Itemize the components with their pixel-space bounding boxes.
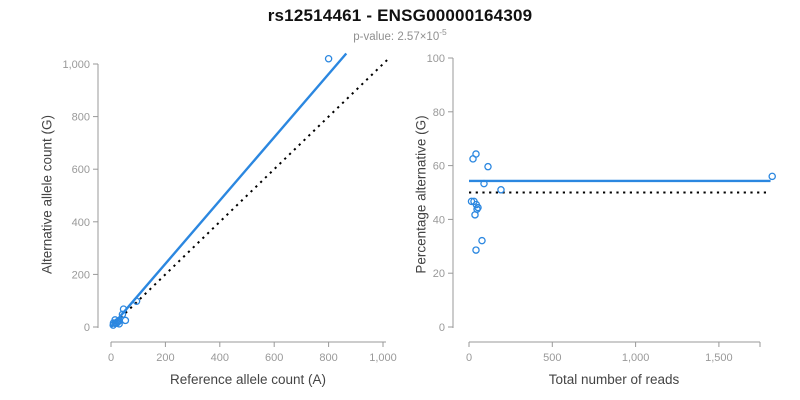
left-x-tick-label: 600 xyxy=(265,352,283,364)
pvalue-label: p-value: 2.57×10 xyxy=(353,30,440,43)
right-y-tick-label: 60 xyxy=(433,161,445,173)
left-x-tick-label: 200 xyxy=(156,352,174,364)
left-y-tick-label: 1,000 xyxy=(62,59,90,71)
pvalue-exponent: -5 xyxy=(439,27,447,37)
left-x-tick-label: 1,000 xyxy=(369,352,397,364)
page-title: rs12514461 - ENSG00000164309 xyxy=(267,6,533,25)
right-data-point xyxy=(497,186,505,194)
left-data-point xyxy=(119,305,128,313)
left-y-axis-title: Alternative allele count (G) xyxy=(39,114,55,275)
left-y-tick-label: 800 xyxy=(72,112,90,124)
left-y-tick-label: 200 xyxy=(72,269,90,281)
left-identity-line xyxy=(110,59,388,328)
right-x-tick-label: 1,000 xyxy=(622,352,650,364)
right-x-axis-title: Total number of reads xyxy=(548,372,680,387)
right-data-point xyxy=(768,172,776,181)
right-data-point xyxy=(484,162,492,171)
right-data-point xyxy=(474,203,482,212)
right-x-tick-label: 0 xyxy=(466,352,472,364)
left-data-point xyxy=(115,320,123,328)
left-data-point xyxy=(118,310,127,319)
pvalue-subtitle: p-value: 2.57×10-5 xyxy=(0,27,800,43)
left-y-tick-label: 600 xyxy=(72,164,90,176)
left-data-point xyxy=(121,316,130,325)
right-data-point xyxy=(472,150,480,158)
right-y-tick-label: 20 xyxy=(433,268,445,280)
right-y-tick-label: 100 xyxy=(427,53,445,65)
left-x-tick-label: 400 xyxy=(211,352,229,364)
left-data-point xyxy=(132,297,141,305)
right-y-tick-label: 0 xyxy=(439,322,445,334)
right-y-tick-label: 80 xyxy=(433,107,445,119)
left-y-tick-label: 0 xyxy=(84,322,90,334)
left-fit-line xyxy=(110,52,348,328)
right-y-axis-title: Percentage alternative (G) xyxy=(413,115,429,274)
left-x-tick-label: 0 xyxy=(108,352,114,364)
right-data-point xyxy=(480,179,488,188)
right-data-point xyxy=(478,236,486,245)
right-y-tick-label: 40 xyxy=(433,214,445,226)
left-y-tick-label: 400 xyxy=(72,217,90,229)
left-data-point xyxy=(324,54,333,63)
left-x-axis-title: Reference allele count (A) xyxy=(169,372,327,387)
right-x-tick-label: 1,500 xyxy=(705,352,733,364)
right-x-tick-label: 500 xyxy=(543,352,561,364)
right-data-point xyxy=(472,246,480,254)
left-x-tick-label: 800 xyxy=(319,352,337,364)
